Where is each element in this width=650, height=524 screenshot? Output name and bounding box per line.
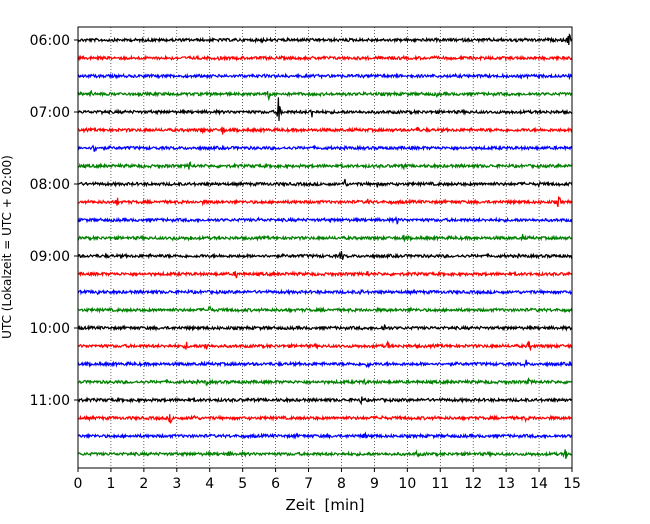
x-tick-label: 12: [464, 476, 482, 492]
y-tick-label: 11:00: [30, 393, 70, 409]
y-tick-label: 08:00: [30, 177, 70, 193]
trace-11:30-blue: [77, 431, 573, 440]
y-axis-label: UTC (Lokalzeit = UTC + 02:00): [0, 155, 14, 339]
x-tick-label: 2: [139, 476, 148, 492]
x-axis-label: Zeit [min]: [285, 496, 364, 514]
x-tick-label: 0: [74, 476, 83, 492]
x-tick-label: 6: [271, 476, 280, 492]
y-axis-ticks: 06:00 07:00 08:00 09:00 10:00 11:00: [30, 33, 78, 409]
x-tick-label: 3: [172, 476, 181, 492]
trace-lines: [77, 33, 573, 460]
trace-09:00-black: [77, 250, 573, 260]
grid-lines: [110, 27, 540, 468]
trace-11:45-green: [77, 449, 573, 460]
x-tick-label: 8: [337, 476, 346, 492]
x-tick-label: 10: [398, 476, 416, 492]
trace-06:45-green: [77, 89, 573, 102]
x-tick-label: 15: [563, 476, 581, 492]
trace-08:45-green: [77, 233, 573, 243]
trace-07:30-blue: [77, 144, 573, 152]
trace-07:00-black: [77, 97, 573, 122]
x-tick-label: 11: [431, 476, 449, 492]
y-tick-label: 09:00: [30, 249, 70, 265]
trace-10:00-black: [77, 324, 573, 332]
x-tick-label: 1: [106, 476, 115, 492]
plot-frame: [77, 26, 573, 469]
trace-07:45-green: [77, 161, 573, 171]
trace-06:15-red: [77, 54, 573, 63]
trace-06:00-black: [77, 33, 573, 46]
x-tick-label: 7: [304, 476, 313, 492]
x-tick-label: 5: [238, 476, 247, 492]
trace-09:30-blue: [77, 288, 573, 296]
trace-08:15-red: [77, 195, 573, 208]
x-axis-ticks: 0 1 2 3 4 5 6 7 8 9 10 11 12 13 14 15: [74, 468, 581, 492]
y-tick-label: 06:00: [30, 33, 70, 49]
trace-07:15-red: [77, 126, 573, 135]
trace-10:45-green: [77, 377, 573, 386]
trace-10:15-red: [77, 340, 573, 352]
trace-08:00-black: [77, 178, 573, 189]
x-tick-label: 4: [205, 476, 214, 492]
trace-06:30-blue: [77, 72, 573, 81]
y-tick-label: 07:00: [30, 105, 70, 121]
x-tick-label: 9: [370, 476, 379, 492]
trace-11:00-black: [77, 396, 573, 406]
trace-08:30-blue: [77, 215, 573, 225]
trace-09:15-red: [77, 270, 573, 279]
y-tick-label: 10:00: [30, 321, 70, 337]
trace-09:45-green: [77, 305, 573, 314]
trace-10:30-blue: [77, 359, 573, 369]
trace-11:15-red: [77, 414, 573, 424]
x-tick-label: 14: [530, 476, 548, 492]
x-tick-label: 13: [497, 476, 515, 492]
